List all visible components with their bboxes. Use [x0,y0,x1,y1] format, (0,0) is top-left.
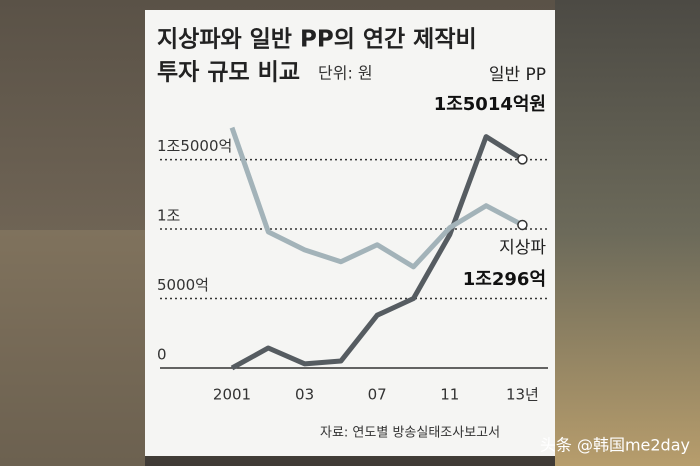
x-tick-label: 03 [295,386,314,404]
watermark: 头条 @韩国me2day [540,436,690,455]
x-tick-label: 07 [368,386,387,404]
series-line [230,134,524,371]
y-tick-label: 5000억 [157,276,209,294]
unit-label: 단위: 원 [318,64,373,83]
series-line [229,126,524,270]
data-label: 1조296억 [463,269,546,290]
data-label: 1조5014억원 [434,94,546,115]
chart-panel [145,10,555,456]
x-tick-label: 11 [440,386,459,404]
legend-label: 일반 PP [489,65,546,85]
x-tick-label: 2001 [213,386,251,404]
x-tick-label: 13년 [506,386,539,404]
end-marker [517,154,528,165]
y-tick-label: 0 [157,346,167,364]
end-marker [517,219,528,231]
y-tick-label: 1조5000억 [157,137,232,155]
y-tick-label: 1조 [157,207,181,225]
legend-label: 지상파 [499,238,546,258]
background-right [555,0,700,466]
chart-title: 지상파와 일반 PP의 연간 제작비 [157,27,477,53]
source: 자료: 연도별 방송실태조사보고서 [320,426,500,441]
chart-title: 투자 규모 비교 [157,60,300,86]
background-panel [0,230,145,466]
